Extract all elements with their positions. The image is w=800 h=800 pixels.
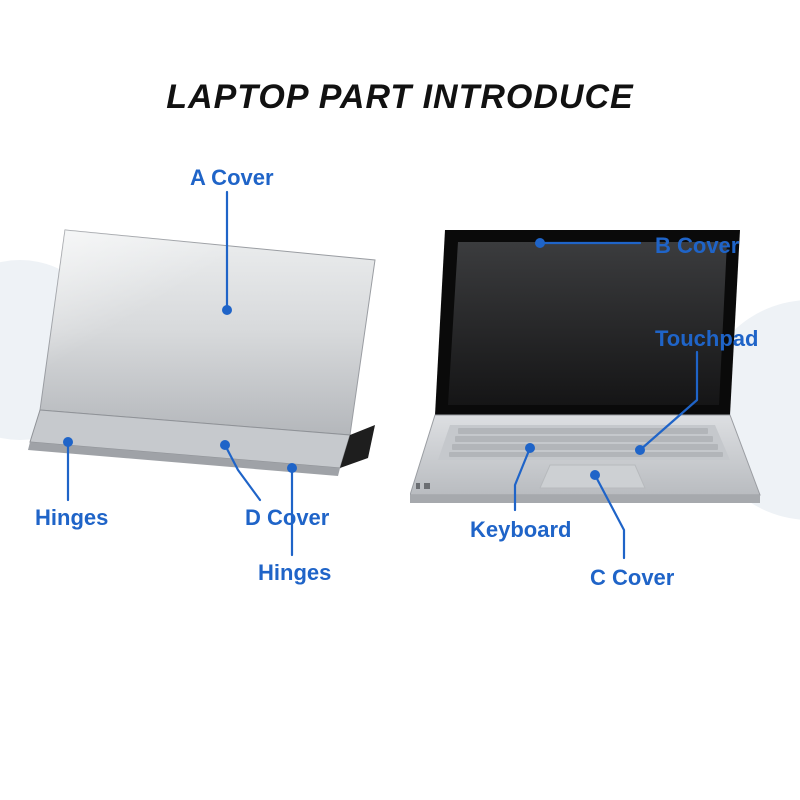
- label-touchpad: Touchpad: [655, 326, 758, 352]
- label-b-cover: B Cover: [655, 233, 739, 259]
- label-hinges-2: Hinges: [258, 560, 331, 586]
- label-a-cover: A Cover: [190, 165, 274, 191]
- label-keyboard: Keyboard: [470, 517, 571, 543]
- label-d-cover: D Cover: [245, 505, 329, 531]
- label-hinges-1: Hinges: [35, 505, 108, 531]
- laptop-back-view: [10, 210, 390, 510]
- page-title: LAPTOP PART INTRODUCE: [0, 78, 800, 117]
- label-c-cover: C Cover: [590, 565, 674, 591]
